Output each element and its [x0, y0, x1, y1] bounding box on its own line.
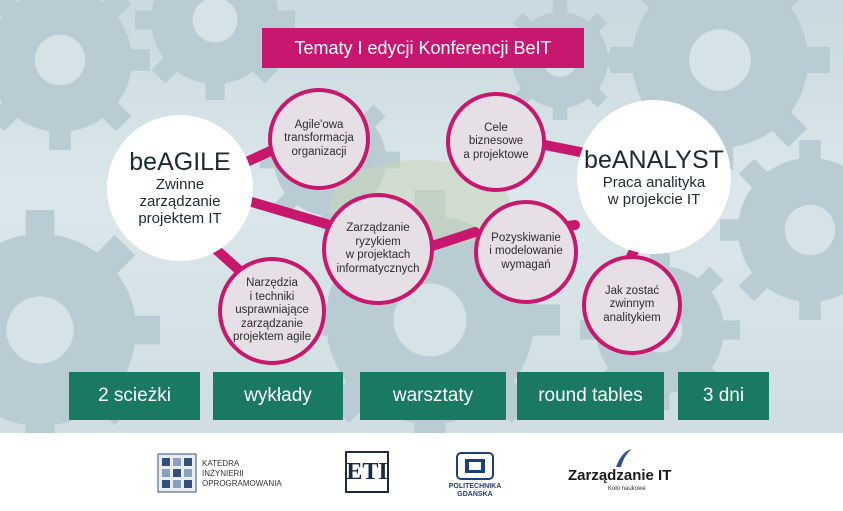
topic-agile-analyst: Jak zostać zwinnym analitykiem	[582, 255, 682, 355]
feature-tracks: 2 scieżki	[69, 372, 200, 420]
feature-round-tables: round tables	[517, 372, 664, 420]
topic-line: i techniki	[249, 290, 295, 303]
politechnika-line: GDAŃSKA	[457, 491, 493, 498]
katedra-line: KATEDRA	[202, 459, 240, 468]
topic-line: organizacji	[291, 145, 347, 158]
topic-line: ryzykiem	[355, 235, 401, 248]
zarzadzanie-logo-subtitle: Koło naukowe	[608, 486, 646, 492]
feature-days: 3 dni	[678, 372, 769, 420]
footer: KATEDRA INŻYNIERII OPROGRAMOWANIA ETI PO…	[0, 433, 843, 511]
topic-line: biznesowe	[468, 135, 524, 148]
topic-line: Cele	[484, 121, 508, 134]
beanalyst-track: beANALYST Praca analityka w projekcie IT	[577, 100, 731, 254]
zarzadzanie-logo-title: Zarządzanie IT	[568, 467, 672, 484]
topic-agile-tools: Narzędzia i techniki usprawniające zarzą…	[218, 257, 326, 365]
topic-requirements: Pozyskiwanie i modelowanie wymagań	[474, 200, 578, 304]
topic-line: i modelowanie	[489, 245, 563, 258]
topic-line: Agile'owa	[294, 118, 344, 131]
topic-business-goals: Cele biznesowe a projektowe	[446, 92, 546, 192]
topic-line: Zarządzanie	[346, 222, 410, 234]
feature-lectures: wykłady	[213, 372, 343, 420]
topic-line: a projektowe	[463, 148, 529, 161]
track-title: beANALYST	[584, 145, 724, 174]
politechnika-line: POLITECHNIKA	[448, 483, 502, 490]
track-subtitle-line: w projekcie IT	[607, 190, 701, 208]
eti-logo: ETI	[345, 451, 389, 493]
topic-line: zwinnym	[609, 298, 655, 311]
topic-risk-management: Zarządzanie ryzykiem w projektach inform…	[322, 193, 434, 305]
topic-line: usprawniające	[235, 304, 309, 317]
topic-line: analitykiem	[603, 311, 661, 324]
topic-line: projektem agile	[233, 331, 311, 344]
track-subtitle-line: Zwinne	[155, 176, 205, 193]
katedra-line: OPROGRAMOWANIA	[202, 479, 282, 488]
zarzadzanie-swoosh-icon	[616, 449, 632, 467]
page-title: Tematy I edycji Konferencji BeIT	[262, 28, 584, 68]
topic-line: Jak zostać	[604, 284, 660, 297]
topic-agile-transformation: Agile'owa transformacja organizacji	[268, 88, 370, 190]
katedra-logo-text: KATEDRA INŻYNIERII OPROGRAMOWANIA	[202, 459, 282, 489]
track-subtitle-line: zarządzanie	[139, 193, 221, 210]
topic-line: wymagań	[501, 258, 551, 271]
katedra-line: INŻYNIERII	[202, 469, 244, 478]
topic-line: Pozyskiwanie	[491, 231, 561, 244]
topic-line: w projektach	[345, 249, 411, 261]
topic-line: informatycznych	[336, 262, 420, 275]
topic-line: Narzędzia	[246, 277, 298, 290]
track-subtitle-line: Praca analityka	[602, 173, 706, 191]
beagile-track: beAGILE Zwinne zarządzanie projektem IT	[107, 115, 253, 261]
katedra-logo-icon	[157, 453, 197, 493]
politechnika-emblem-icon	[456, 452, 494, 480]
track-title: beAGILE	[129, 148, 231, 176]
topic-line: zarządzanie	[240, 317, 303, 330]
politechnika-logo-text: POLITECHNIKA GDAŃSKA	[440, 483, 510, 499]
feature-workshops: warsztaty	[360, 372, 506, 420]
topic-line: transformacja	[284, 132, 354, 145]
track-subtitle-line: projektem IT	[138, 210, 222, 227]
